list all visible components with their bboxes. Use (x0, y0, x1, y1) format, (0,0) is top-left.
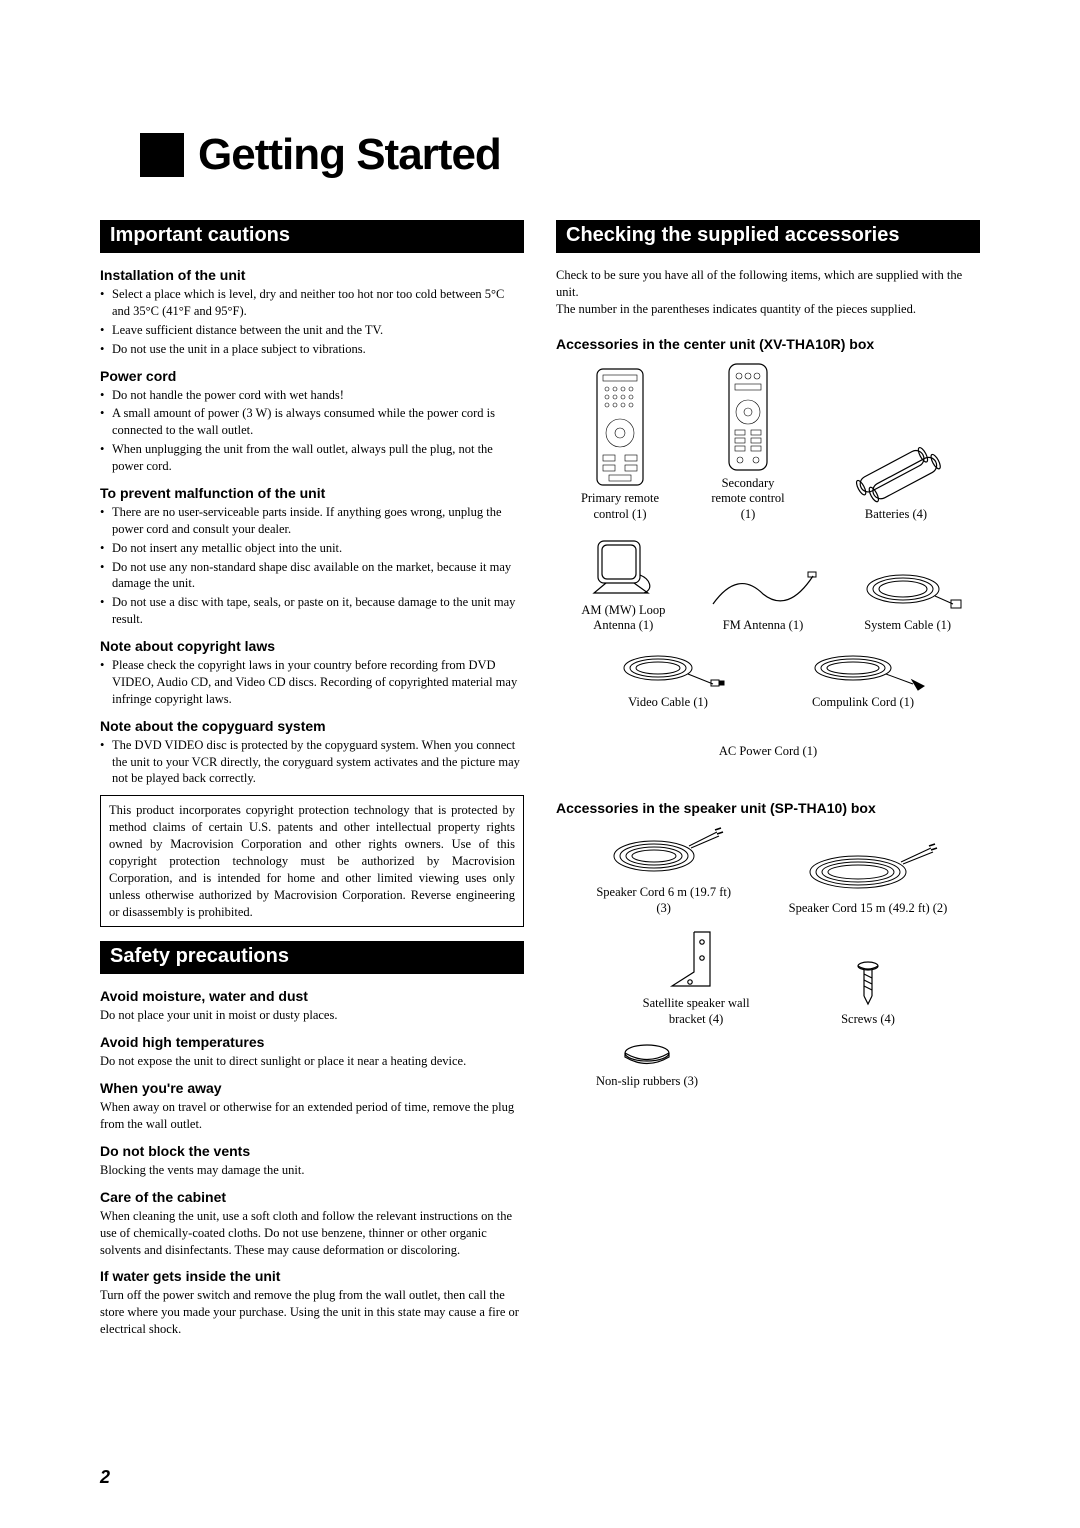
list-power-cord: Do not handle the power cord with wet ha… (100, 387, 524, 475)
accessory-row: AM (MW) Loop Antenna (1) FM Antenna (1) (556, 535, 980, 634)
heading-speaker-unit-box: Accessories in the speaker unit (SP-THA1… (556, 800, 980, 816)
macrovision-notice-box: This product incorporates copyright prot… (100, 795, 524, 927)
page-title: Getting Started (198, 130, 501, 180)
accessory-secondary-remote: Secondary remote control (1) (708, 362, 788, 523)
list-item: The DVD VIDEO disc is protected by the c… (100, 737, 524, 788)
heading-center-unit-box: Accessories in the center unit (XV-THA10… (556, 336, 980, 352)
heading-prevent-malfunction: To prevent malfunction of the unit (100, 485, 524, 501)
text-avoid-high-temp: Do not expose the unit to direct sunligh… (100, 1053, 524, 1070)
list-prevent-malfunction: There are no user-serviceable parts insi… (100, 504, 524, 628)
accessory-label: AM (MW) Loop Antenna (1) (573, 603, 673, 634)
accessory-wall-bracket: Satellite speaker wall bracket (4) (641, 928, 751, 1027)
list-item: Do not use any non-standard shape disc a… (100, 559, 524, 593)
section-checking-accessories: Checking the supplied accessories (556, 220, 980, 253)
heading-installation: Installation of the unit (100, 267, 524, 283)
heading-vents: Do not block the vents (100, 1143, 524, 1159)
list-copyright: Please check the copyright laws in your … (100, 657, 524, 708)
accessory-label: Video Cable (1) (628, 695, 708, 711)
list-item: Do not use the unit in a place subject t… (100, 341, 524, 358)
accessory-am-loop: AM (MW) Loop Antenna (1) (573, 535, 673, 634)
heading-power-cord: Power cord (100, 368, 524, 384)
accessory-label: Speaker Cord 6 m (19.7 ft) (3) (589, 885, 739, 916)
accessory-label: FM Antenna (1) (723, 618, 804, 634)
accessory-screws: Screws (4) (841, 958, 895, 1028)
accessory-ac-cord: AC Power Cord (1) (556, 740, 980, 760)
accessory-label: Compulink Cord (1) (812, 695, 914, 711)
accessory-label: AC Power Cord (1) (719, 744, 817, 760)
heading-avoid-high-temp: Avoid high temperatures (100, 1034, 524, 1050)
list-item: Do not use a disc with tape, seals, or p… (100, 594, 524, 628)
accessory-rubbers: Non-slip rubbers (3) (596, 1040, 698, 1090)
section-important-cautions: Important cautions (100, 220, 524, 253)
accessory-row: Satellite speaker wall bracket (4) S (556, 928, 980, 1027)
rubber-icon (617, 1040, 677, 1070)
remote-icon (725, 362, 771, 472)
fm-antenna-icon (708, 564, 818, 614)
text-cabinet: When cleaning the unit, use a soft cloth… (100, 1208, 524, 1259)
section-safety-precautions: Safety precautions (100, 941, 524, 974)
accessory-label: Batteries (4) (865, 507, 927, 523)
cable-icon (798, 646, 928, 691)
heading-water-inside: If water gets inside the unit (100, 1268, 524, 1284)
accessory-label: Non-slip rubbers (3) (596, 1074, 698, 1090)
screw-icon (846, 958, 890, 1008)
list-item: Do not insert any metallic object into t… (100, 540, 524, 557)
list-copyguard: The DVD VIDEO disc is protected by the c… (100, 737, 524, 788)
accessory-label: System Cable (1) (864, 618, 951, 634)
cable-icon (608, 646, 728, 691)
title-block-decoration (140, 133, 184, 177)
accessory-label: Speaker Cord 15 m (49.2 ft) (2) (789, 901, 948, 917)
accessory-label: Primary remote control (1) (580, 491, 660, 522)
left-column: Important cautions Installation of the u… (100, 220, 524, 1338)
loop-antenna-icon (588, 535, 658, 599)
accessory-video-cable: Video Cable (1) (608, 646, 728, 711)
accessory-label: Satellite speaker wall bracket (4) (641, 996, 751, 1027)
cable-icon (599, 826, 729, 881)
cable-icon (793, 842, 943, 897)
accessory-primary-remote: Primary remote control (1) (580, 367, 660, 522)
right-column: Checking the supplied accessories Check … (556, 220, 980, 1338)
accessories-intro-2: The number in the parentheses indicates … (556, 301, 980, 318)
text-when-away: When away on travel or otherwise for an … (100, 1099, 524, 1133)
heading-copyguard: Note about the copyguard system (100, 718, 524, 734)
heading-copyright: Note about copyright laws (100, 638, 524, 654)
accessory-row: Video Cable (1) Compulink Cord (1) (556, 646, 980, 711)
accessory-speaker-cord-15m: Speaker Cord 15 m (49.2 ft) (2) (789, 842, 948, 917)
accessories-intro-1: Check to be sure you have all of the fol… (556, 267, 980, 301)
list-item: Leave sufficient distance between the un… (100, 322, 524, 339)
heading-avoid-moisture: Avoid moisture, water and dust (100, 988, 524, 1004)
list-item: When unplugging the unit from the wall o… (100, 441, 524, 475)
accessory-batteries: Batteries (4) (836, 433, 956, 523)
accessory-row: Speaker Cord 6 m (19.7 ft) (3) (556, 826, 980, 916)
text-vents: Blocking the vents may damage the unit. (100, 1162, 524, 1179)
accessory-label: Secondary remote control (1) (708, 476, 788, 523)
text-avoid-moisture: Do not place your unit in moist or dusty… (100, 1007, 524, 1024)
list-installation: Select a place which is level, dry and n… (100, 286, 524, 358)
list-item: Please check the copyright laws in your … (100, 657, 524, 708)
list-item: There are no user-serviceable parts insi… (100, 504, 524, 538)
two-column-layout: Important cautions Installation of the u… (100, 220, 980, 1338)
cable-icon (853, 564, 963, 614)
text-water-inside: Turn off the power switch and remove the… (100, 1287, 524, 1338)
accessory-label: Screws (4) (841, 1012, 895, 1028)
title-row: Getting Started (140, 130, 980, 180)
list-item: Do not handle the power cord with wet ha… (100, 387, 524, 404)
remote-icon (593, 367, 647, 487)
bracket-icon (666, 928, 726, 992)
accessory-fm-antenna: FM Antenna (1) (708, 564, 818, 634)
accessory-row: Primary remote control (1) (556, 362, 980, 523)
heading-when-away: When you're away (100, 1080, 524, 1096)
list-item: Select a place which is level, dry and n… (100, 286, 524, 320)
heading-cabinet: Care of the cabinet (100, 1189, 524, 1205)
accessory-row: Non-slip rubbers (3) (556, 1040, 980, 1090)
list-item: A small amount of power (3 W) is always … (100, 405, 524, 439)
accessory-system-cable: System Cable (1) (853, 564, 963, 634)
page-number: 2 (100, 1467, 110, 1488)
accessory-compulink: Compulink Cord (1) (798, 646, 928, 711)
batteries-icon (836, 433, 956, 503)
accessory-speaker-cord-6m: Speaker Cord 6 m (19.7 ft) (3) (589, 826, 739, 916)
